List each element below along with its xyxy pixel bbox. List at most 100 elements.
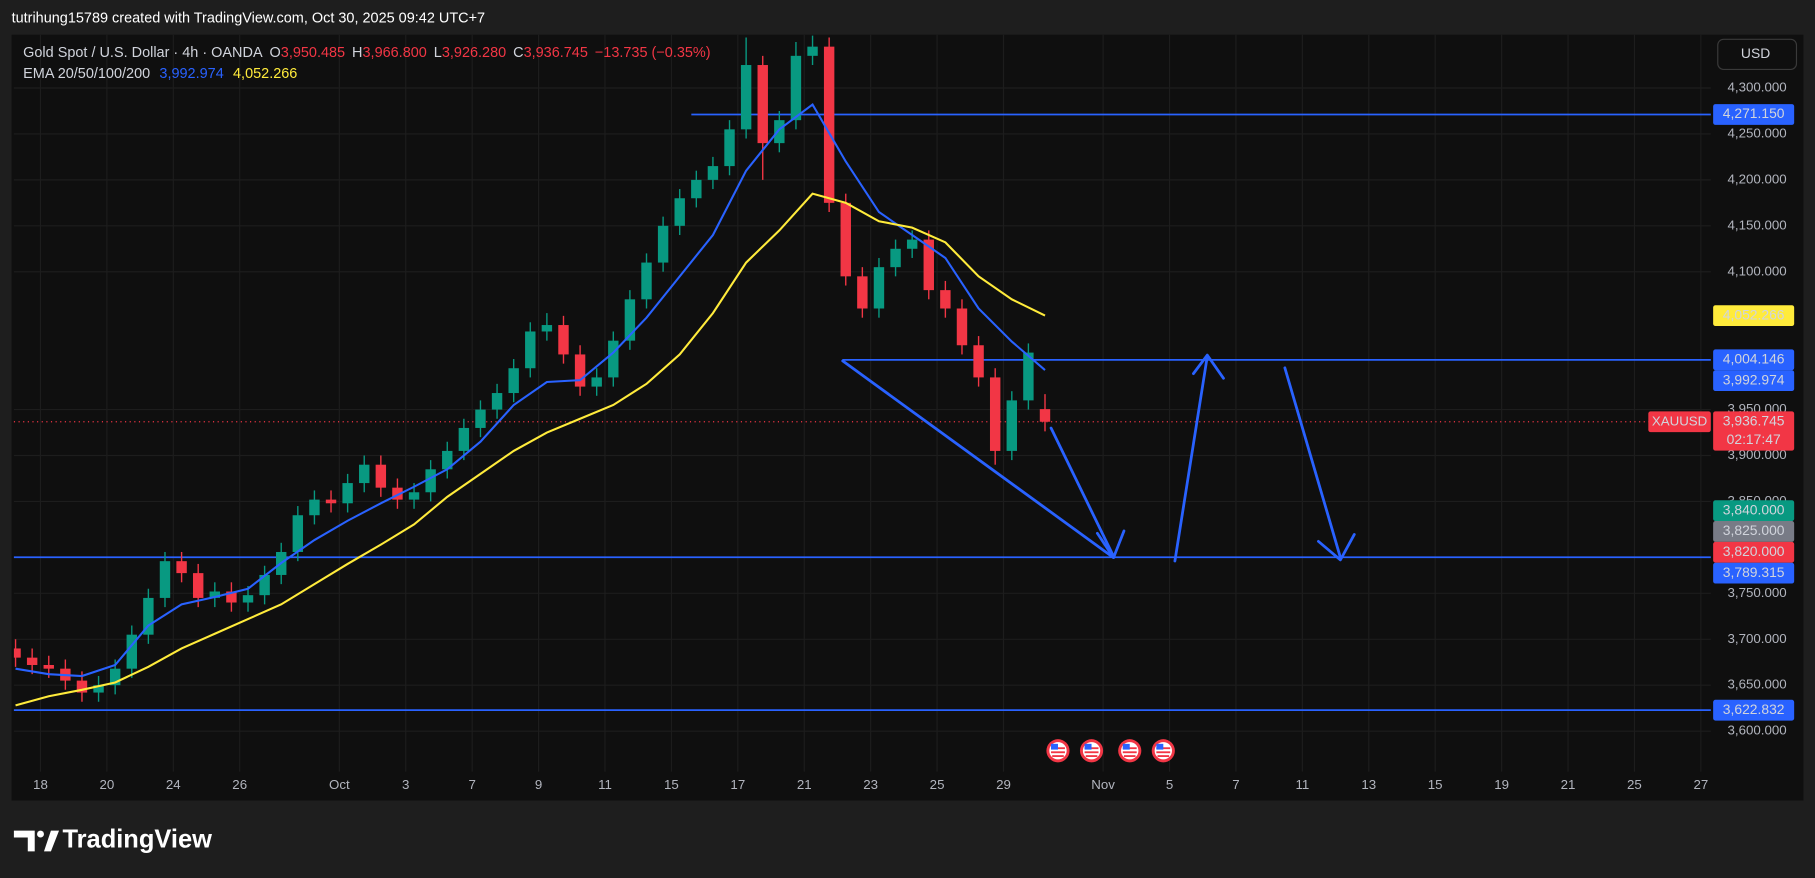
logo-shape (13, 830, 35, 852)
candle-body (1006, 400, 1018, 451)
change: −13.735 (−0.35%) (595, 45, 711, 61)
x-tick-label: 5 (1166, 777, 1173, 792)
ema-value: 4,052.266 (233, 66, 297, 82)
arrow (1049, 426, 1115, 558)
price-tag-label: 3,992.974 (1723, 371, 1785, 387)
price-tag (1713, 699, 1795, 721)
candle-body (823, 46, 835, 203)
countdown: 02:17:47 (1727, 431, 1781, 447)
levels (13, 113, 1711, 712)
ohlc-value: 3,950.485 (281, 45, 345, 61)
x-tick-label: 11 (598, 777, 612, 792)
candle-body (641, 262, 652, 300)
x-tick-label: 7 (468, 777, 475, 792)
candle-body (857, 276, 868, 309)
currency-button[interactable] (1717, 38, 1798, 70)
candle-body (973, 345, 984, 378)
x-tick-label: 25 (1627, 777, 1642, 792)
trend-line (841, 359, 1115, 559)
candle-body (674, 198, 685, 226)
brand: TradingView (63, 826, 213, 854)
event-icon[interactable] (1079, 739, 1104, 763)
candle-body (591, 377, 602, 387)
x-tick-label: 19 (1494, 777, 1509, 792)
candle-body (259, 574, 270, 596)
candle-body (26, 657, 38, 665)
ema-line (15, 192, 1046, 707)
candle-body (923, 239, 934, 291)
price-tag-label: 3,820.000 (1723, 543, 1785, 559)
price-tag-label: 4,052.266 (1723, 306, 1785, 322)
axis-tags: 4,271.150 4,052.266 4,004.146 3,992.974 XAUU… (1648, 104, 1795, 721)
candle-body (13, 648, 21, 658)
x-tick-label: 27 (1693, 777, 1708, 792)
indicator-name: EMA 20/50/100/200 (23, 66, 150, 82)
ohlc-label: H (352, 45, 362, 61)
x-tick-label: 25 (930, 777, 945, 792)
candle-body (657, 225, 669, 263)
candle-body (425, 469, 436, 493)
candle-body (608, 340, 619, 378)
x-tick-label: 15 (664, 777, 679, 792)
caption: tutrihung15789 created with TradingView.… (12, 10, 486, 26)
candle-body (989, 377, 1001, 451)
logo-shape (43, 830, 60, 852)
drawings (841, 353, 1356, 563)
x-tick-label: 21 (1561, 777, 1576, 792)
price-tag (1713, 521, 1795, 542)
x-tick-label: 26 (232, 777, 247, 792)
event-icon[interactable] (1151, 739, 1175, 763)
event-icon[interactable] (1118, 739, 1142, 763)
ema-line (15, 102, 1046, 678)
price-tag (1713, 562, 1795, 584)
candle-body (574, 354, 586, 387)
event-icon[interactable] (1046, 739, 1070, 763)
candle-body (309, 499, 320, 516)
price-tag-label: 3,840.000 (1723, 501, 1785, 517)
y-tick-label: 3,650.000 (1728, 677, 1787, 692)
candle-body (442, 450, 453, 470)
x-tick-label: 18 (33, 777, 48, 792)
y-tick-label: 3,700.000 (1728, 631, 1787, 646)
candle-body (624, 299, 636, 341)
y-tick-label: 3,900.000 (1728, 447, 1787, 462)
candle-body (541, 325, 553, 332)
y-tick-label: 4,100.000 (1728, 263, 1787, 278)
arrow (1283, 366, 1342, 559)
x-tick-label: 15 (1428, 777, 1443, 792)
y-tick-label: 4,300.000 (1728, 80, 1787, 95)
arrow (1173, 354, 1209, 563)
candle-body (740, 65, 752, 130)
price-tag (1713, 500, 1795, 522)
price-tag (1713, 104, 1795, 125)
plot-background (11, 34, 1804, 801)
symbol-title: Gold Spot / U.S. Dollar · 4h · OANDA (23, 45, 263, 61)
arrow-head (1317, 533, 1356, 562)
x-tick-label: 13 (1361, 777, 1376, 792)
candle-body (1039, 409, 1051, 422)
candle-body (1023, 352, 1034, 401)
x-tick-label: 24 (166, 777, 181, 792)
symbol-tag-label: XAUUSD (1652, 413, 1707, 428)
candle-body (790, 55, 802, 121)
price-tag (1713, 411, 1795, 451)
candle-body (126, 634, 137, 669)
grid (13, 34, 1711, 772)
y-tick-label: 4,200.000 (1728, 171, 1787, 186)
price-tag-label: 3,622.832 (1723, 701, 1785, 717)
price-tag-label: 3,936.745 (1723, 412, 1785, 428)
price-tag-label: 4,271.150 (1723, 105, 1785, 121)
candle-body (757, 65, 768, 144)
candle-body (43, 664, 54, 669)
plot (13, 35, 1051, 707)
ohlc-label: C (513, 45, 523, 61)
price-tag-label: 3,825.000 (1723, 522, 1785, 538)
candle-body (408, 492, 420, 500)
candle-body (192, 573, 204, 598)
price-tag (1713, 349, 1795, 371)
candle-body (707, 166, 719, 180)
ohlc-label: O (270, 45, 281, 61)
candle-body (508, 368, 519, 394)
x-tick-label: 29 (996, 777, 1011, 792)
